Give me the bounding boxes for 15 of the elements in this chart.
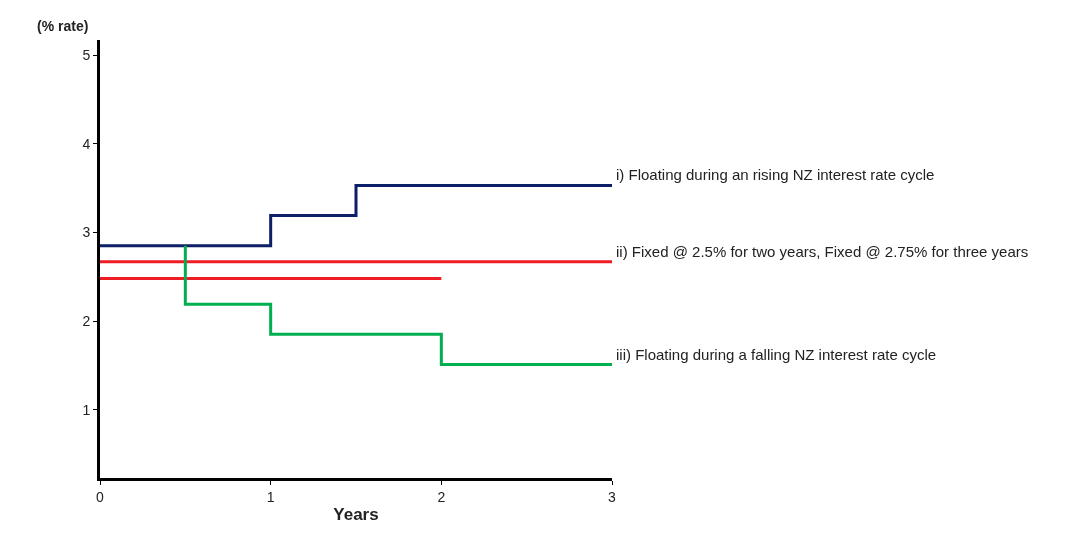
x-tick-label: 3	[608, 488, 617, 505]
y-tick-label: 1	[82, 401, 91, 418]
series-label: iii) Floating during a falling NZ interest rate cycle	[616, 346, 937, 363]
y-tick-label: 4	[82, 135, 91, 152]
x-tick-label: 2	[437, 488, 446, 505]
x-tick-label: 1	[266, 488, 275, 505]
y-axis-title: (% rate)	[37, 18, 89, 34]
x-tick-label: 0	[96, 488, 105, 505]
series-label: i) Floating during an rising NZ interest rate cycle	[616, 166, 935, 183]
x-axis-title: Years	[333, 505, 379, 525]
y-tick-label: 5	[82, 46, 91, 63]
y-tick-label: 3	[82, 224, 91, 241]
series-label: ii) Fixed @ 2.5% for two years, Fixed @ 2.75% for three years	[616, 243, 1029, 260]
y-tick-label: 2	[82, 312, 91, 329]
line-series	[183, 244, 612, 367]
